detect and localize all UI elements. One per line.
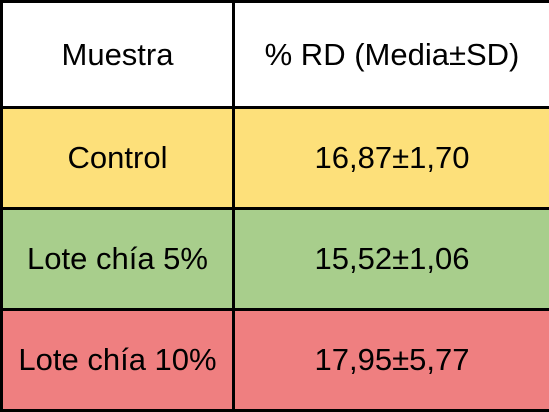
sample-cell: Control: [2, 108, 234, 209]
value-cell: 17,95±5,77: [234, 310, 549, 411]
sample-cell: Lote chía 10%: [2, 310, 234, 411]
header-row: Muestra % RD (Media±SD): [2, 2, 549, 108]
sample-cell: Lote chía 5%: [2, 209, 234, 310]
table-row: Lote chía 10% 17,95±5,77: [2, 310, 549, 411]
value-cell: 15,52±1,06: [234, 209, 549, 310]
table-row: Control 16,87±1,70: [2, 108, 549, 209]
header-cell-sample: Muestra: [2, 2, 234, 108]
table-row: Lote chía 5% 15,52±1,06: [2, 209, 549, 310]
header-cell-value: % RD (Media±SD): [234, 2, 549, 108]
value-cell: 16,87±1,70: [234, 108, 549, 209]
